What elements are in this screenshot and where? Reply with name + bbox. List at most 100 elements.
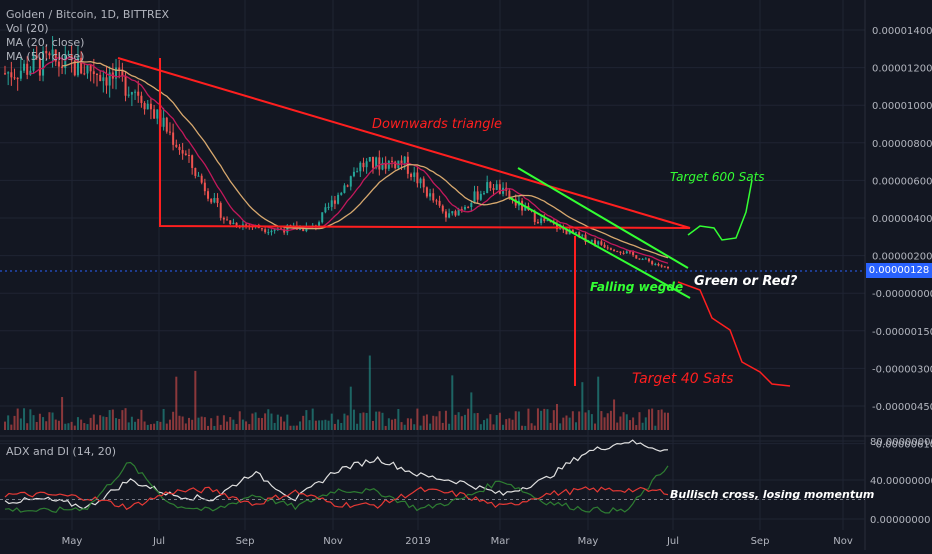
volume-bar <box>559 423 562 430</box>
time-tick-label: Nov <box>833 536 853 547</box>
candle-body <box>302 227 305 232</box>
vol-label[interactable]: Vol (20) <box>6 22 49 35</box>
volume-bar <box>165 423 168 430</box>
volume-bar <box>216 415 219 430</box>
candle-body <box>194 167 197 176</box>
price-tick-label: -0.00000610 <box>872 440 932 451</box>
volume-bar <box>57 420 60 430</box>
volume-bar <box>489 414 492 430</box>
candle-body <box>651 261 654 265</box>
volume-bar <box>438 411 441 430</box>
annotation-drawings <box>117 57 791 387</box>
candle-body <box>80 57 83 74</box>
symbol-label[interactable]: Golden / Bitcoin, 1D, BITTREX <box>6 8 170 21</box>
volume-bar <box>248 424 251 430</box>
volume-bar <box>416 408 419 430</box>
candle-body <box>495 184 498 190</box>
volume-bar <box>349 386 352 430</box>
indicator-legend[interactable]: ADX and DI (14, 20) <box>6 445 116 458</box>
volume-bar <box>10 424 13 430</box>
volume-bar <box>314 420 317 430</box>
candle-body <box>127 94 130 96</box>
candle-body <box>232 222 235 224</box>
volume-bar <box>530 423 533 430</box>
volume-bar <box>121 410 124 430</box>
volume-bar <box>616 422 619 430</box>
candle-body <box>184 153 187 156</box>
volume-bar <box>321 420 324 430</box>
volume-bar <box>524 425 527 430</box>
volume-bar <box>359 413 362 430</box>
candle-body <box>657 263 660 266</box>
volume-bar <box>35 421 38 430</box>
volume-bar <box>498 412 501 430</box>
candle-body <box>470 203 473 208</box>
volume-bar <box>356 423 359 430</box>
volume-bar <box>444 410 447 430</box>
candle-body <box>410 173 413 177</box>
candle-body <box>460 209 463 211</box>
candle-body <box>181 150 184 154</box>
volume-bar <box>222 415 225 430</box>
candle-body <box>210 198 213 203</box>
candle-body <box>321 212 324 223</box>
volume-bar <box>410 418 413 430</box>
candle-body <box>543 218 546 221</box>
candle-body <box>13 77 16 79</box>
candle-body <box>172 132 175 145</box>
candle-body <box>115 67 118 79</box>
candle-body <box>187 155 190 157</box>
candle-body <box>384 162 387 169</box>
candle-body <box>476 191 479 200</box>
candle-body <box>283 229 286 233</box>
volume-bar <box>635 425 638 430</box>
volume-bar <box>600 411 603 430</box>
candle-body <box>467 206 470 208</box>
candle-body <box>473 191 476 204</box>
candle-body <box>594 240 597 245</box>
volume-bar <box>502 424 505 430</box>
volume-bar <box>337 419 340 430</box>
volume-bar <box>492 424 495 430</box>
volume-bar <box>495 415 498 430</box>
volume-bar <box>238 411 241 430</box>
candle-body <box>555 223 558 230</box>
volume-bar <box>292 425 295 430</box>
volume-bar <box>29 409 32 430</box>
volume-bar <box>302 415 305 430</box>
volume-bar <box>86 424 89 430</box>
volume-bar <box>134 421 137 430</box>
candle-body <box>394 161 397 169</box>
price-tick-label: -0.00000150 <box>872 327 932 338</box>
volume-bar <box>391 419 394 430</box>
volume-bar <box>343 413 346 430</box>
volume-bar <box>295 425 298 430</box>
price-tick-label: 0.00001400 <box>872 26 932 37</box>
volume-bar <box>397 408 400 430</box>
candle-body <box>130 92 133 95</box>
volume-bar <box>270 413 273 430</box>
volume-bar <box>463 414 466 430</box>
volume-bar <box>644 417 647 430</box>
indicator-tick-label: 80.00000000 <box>870 437 932 448</box>
candle-body <box>660 265 663 267</box>
candle-body <box>67 54 70 56</box>
ma50-label[interactable]: MA (50, close) <box>6 50 85 63</box>
volume-bar <box>381 412 384 430</box>
ma20-label[interactable]: MA (20, close) <box>6 36 85 49</box>
candle-body <box>168 131 171 133</box>
candle-body <box>51 49 54 56</box>
candle-body <box>83 73 86 75</box>
candle-body <box>438 200 441 206</box>
candle-body <box>330 200 333 207</box>
volume-bar <box>333 423 336 430</box>
volume-bar <box>508 418 511 430</box>
volume-bar <box>606 413 609 430</box>
volume-bar <box>479 424 482 430</box>
candle-body <box>632 251 635 256</box>
candle-body <box>413 172 416 177</box>
candle-body <box>216 197 219 204</box>
volume-bar <box>603 417 606 430</box>
